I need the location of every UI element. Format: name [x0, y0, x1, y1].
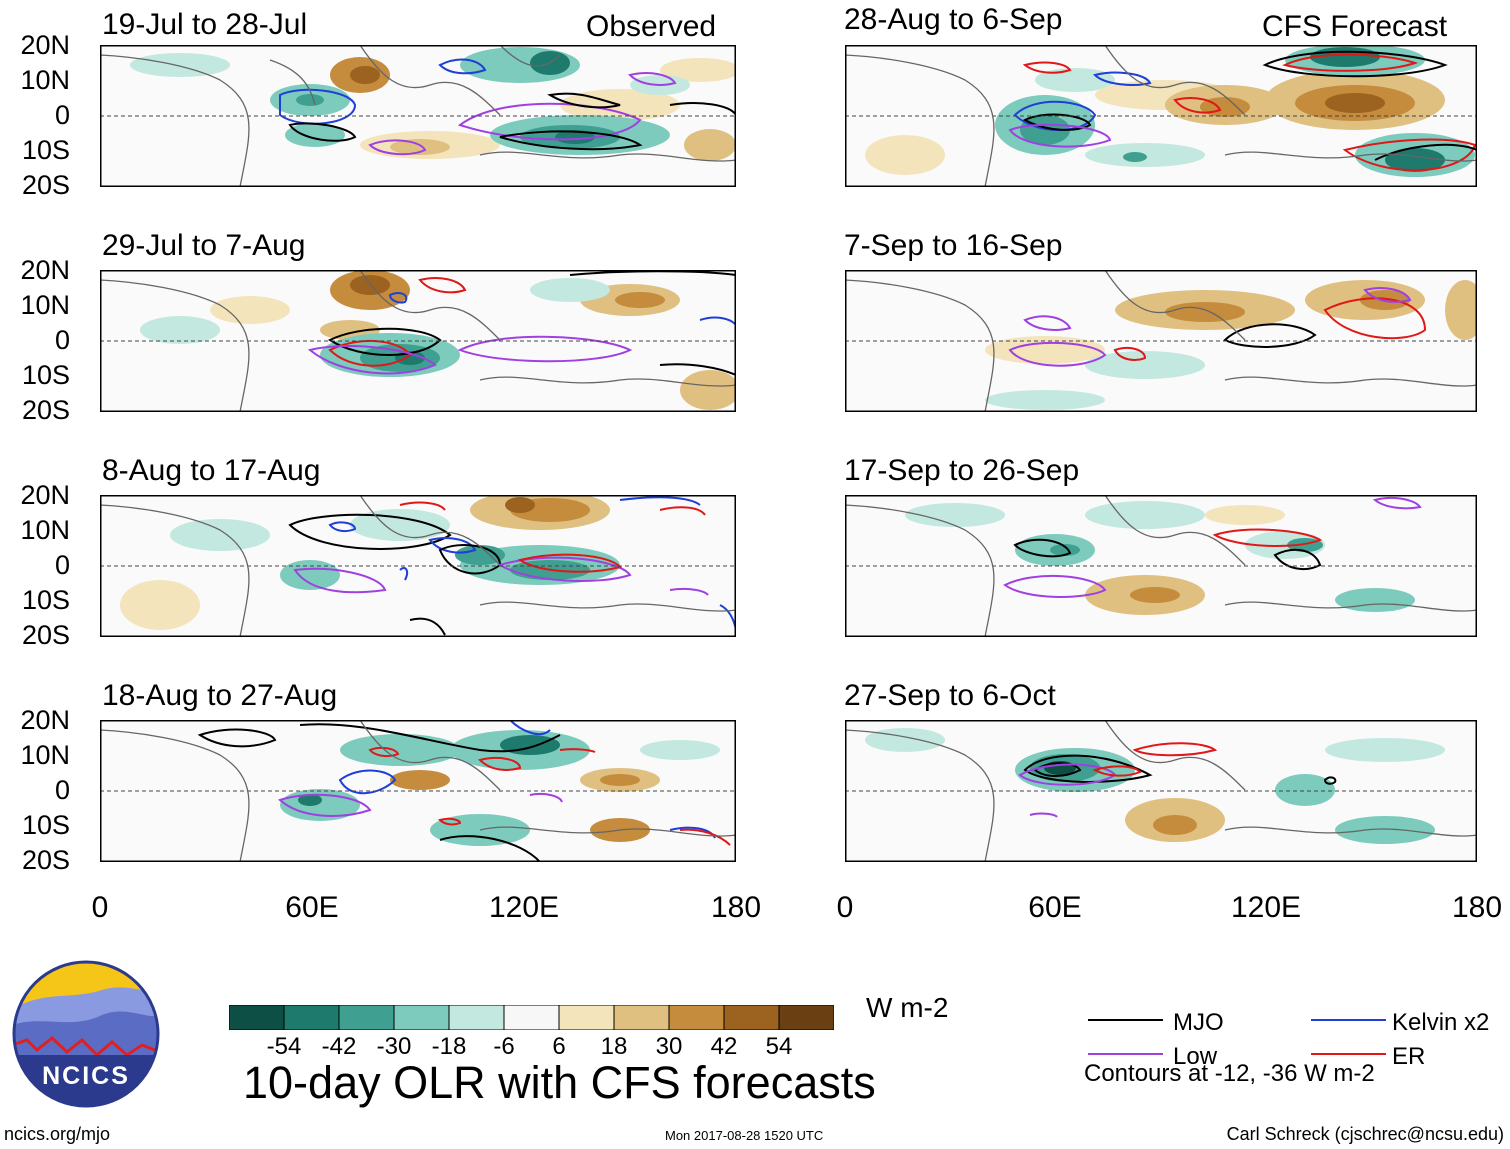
footer-timestamp: Mon 2017-08-28 1520 UTC [665, 1128, 824, 1143]
colorbar-tick-label: -30 [376, 1033, 412, 1060]
colorbar-box [558, 1005, 615, 1030]
panel-title-forecast-4: 27-Sep to 6-Oct [844, 679, 1056, 712]
map-panel-observed-3 [100, 495, 736, 637]
legend-lines-right [1311, 1019, 1386, 1055]
lat-label: 0 [54, 775, 70, 805]
legend-mjo: MJO [1173, 1009, 1224, 1036]
footer-credit: Carl Schreck (cjschrec@ncsu.edu) [1226, 1124, 1504, 1144]
legend-note: Contours at -12, -36 W m-2 [1084, 1060, 1375, 1087]
panel-title-observed-4: 18-Aug to 27-Aug [102, 679, 338, 712]
lat-label: 20S [21, 845, 70, 875]
lon-label-60e-left: 60E [285, 891, 339, 924]
colorbar-tick-label: -18 [431, 1033, 467, 1060]
legend-lines-left [1088, 1019, 1163, 1055]
lat-label: 10N [20, 65, 70, 95]
colorbar-tick-label: 42 [710, 1033, 738, 1060]
map-panel-forecast-1 [845, 45, 1477, 187]
colorbar-box [393, 1005, 450, 1030]
lon-label-0-right: 0 [836, 891, 854, 924]
lon-label-0-left: 0 [91, 891, 109, 924]
colorbar-tick-label: 18 [600, 1033, 628, 1060]
lat-label: 0 [54, 550, 70, 580]
panel-title-forecast-2: 7-Sep to 16-Sep [844, 229, 1063, 262]
colorbar-tick-label: 54 [765, 1033, 793, 1060]
map-panel-forecast-4 [845, 720, 1477, 862]
lat-label: 10S [21, 135, 70, 165]
panel-title-forecast-3: 17-Sep to 26-Sep [844, 454, 1080, 487]
colorbar [229, 1005, 834, 1030]
lon-label-120e-left: 120E [488, 891, 560, 924]
colorbar-tick-label: -54 [266, 1033, 302, 1060]
map-panel-observed-4 [100, 720, 736, 862]
lon-label-180-left: 180 [710, 891, 762, 924]
legend-er: ER [1392, 1043, 1426, 1070]
colorbar-box [668, 1005, 725, 1030]
main-title: 10-day OLR with CFS forecasts [243, 1057, 876, 1108]
colorbar-tick-label: -6 [493, 1033, 515, 1060]
map-panel-forecast-3 [845, 495, 1477, 637]
lat-label: 20S [21, 170, 70, 200]
lat-label: 10S [21, 585, 70, 615]
lat-label: 20N [20, 705, 70, 735]
colorbar-tick-label: -42 [321, 1033, 357, 1060]
map-panel-observed-2 [100, 270, 736, 412]
panel-title-observed-3: 8-Aug to 17-Aug [102, 454, 321, 487]
colorbar-box [613, 1005, 670, 1030]
lat-label: 20N [20, 480, 70, 510]
lat-label: 20S [21, 620, 70, 650]
colorbar-tick-label: 6 [552, 1033, 566, 1060]
lat-label: 10S [21, 810, 70, 840]
observed-label: Observed [586, 10, 717, 43]
colorbar-tick-label: 30 [655, 1033, 683, 1060]
logo-text: NCICS [42, 1062, 130, 1090]
colorbar-units: W m-2 [866, 992, 949, 1023]
lat-label: 0 [54, 325, 70, 355]
legend-low: Low [1173, 1043, 1218, 1070]
map-panel-forecast-2 [845, 270, 1477, 412]
colorbar-box [778, 1005, 834, 1030]
lat-label: 0 [54, 100, 70, 130]
colorbar-box [503, 1005, 560, 1030]
ncics-logo: NCICS [12, 960, 160, 1108]
lat-label: 10N [20, 290, 70, 320]
colorbar-box [723, 1005, 780, 1030]
lat-label: 20S [21, 395, 70, 425]
map-panel-observed-1 [100, 45, 736, 187]
lon-label-60e-right: 60E [1028, 891, 1082, 924]
lat-label: 20N [20, 255, 70, 285]
colorbar-box [338, 1005, 395, 1030]
panel-title-forecast-1: 28-Aug to 6-Sep [844, 3, 1063, 36]
lat-label: 20N [20, 30, 70, 60]
lat-label: 10N [20, 740, 70, 770]
colorbar-box [448, 1005, 505, 1030]
legend-kelvin: Kelvin x2 [1392, 1009, 1490, 1036]
colorbar-box [283, 1005, 340, 1030]
lat-label: 10N [20, 515, 70, 545]
lat-label: 10S [21, 360, 70, 390]
lon-label-180-right: 180 [1451, 891, 1503, 924]
panel-title-observed-2: 29-Jul to 7-Aug [102, 229, 306, 262]
panel-title-observed-1: 19-Jul to 28-Jul [102, 8, 308, 41]
footer-url: ncics.org/mjo [4, 1124, 111, 1144]
forecast-label: CFS Forecast [1262, 10, 1448, 43]
lon-label-120e-right: 120E [1230, 891, 1302, 924]
colorbar-box [229, 1005, 285, 1030]
